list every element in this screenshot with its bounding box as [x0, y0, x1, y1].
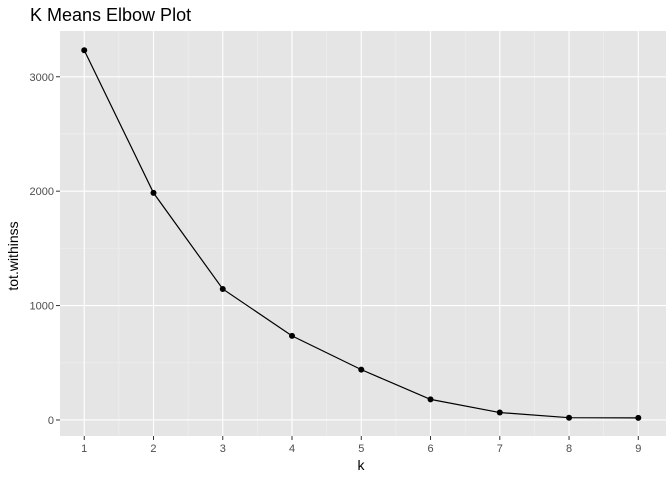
y-tick-label: 2000	[30, 186, 54, 198]
x-tick-label: 8	[566, 443, 572, 455]
axes: 1 2 3 4 5 6 7 8 9 0 1000 2000 3000	[30, 72, 642, 455]
x-tick-label: 7	[497, 443, 503, 455]
data-point	[496, 409, 503, 416]
data-point	[81, 47, 88, 54]
panel-background	[60, 31, 666, 436]
x-axis-label: k	[358, 457, 366, 473]
data-point	[219, 285, 226, 292]
x-tick-label: 6	[427, 443, 433, 455]
data-point	[427, 396, 434, 403]
data-point	[358, 366, 365, 373]
x-tick-label: 1	[81, 443, 87, 455]
x-tick-label: 4	[289, 443, 295, 455]
data-point	[289, 332, 296, 339]
x-tick-label: 9	[635, 443, 641, 455]
y-tick-label: 1000	[30, 301, 54, 313]
chart-title: K Means Elbow Plot	[30, 5, 191, 25]
y-axis-label: tot.withinss	[5, 221, 21, 290]
data-point	[566, 414, 573, 421]
data-point	[150, 189, 157, 196]
x-tick-label: 2	[150, 443, 156, 455]
data-point	[635, 414, 642, 421]
grid-lines	[60, 31, 666, 436]
x-tick-label: 3	[220, 443, 226, 455]
x-tick-label: 5	[358, 443, 364, 455]
y-tick-label: 3000	[30, 72, 54, 84]
data-series	[81, 47, 642, 421]
plot-panel	[60, 31, 666, 436]
y-tick-label: 0	[48, 415, 54, 427]
